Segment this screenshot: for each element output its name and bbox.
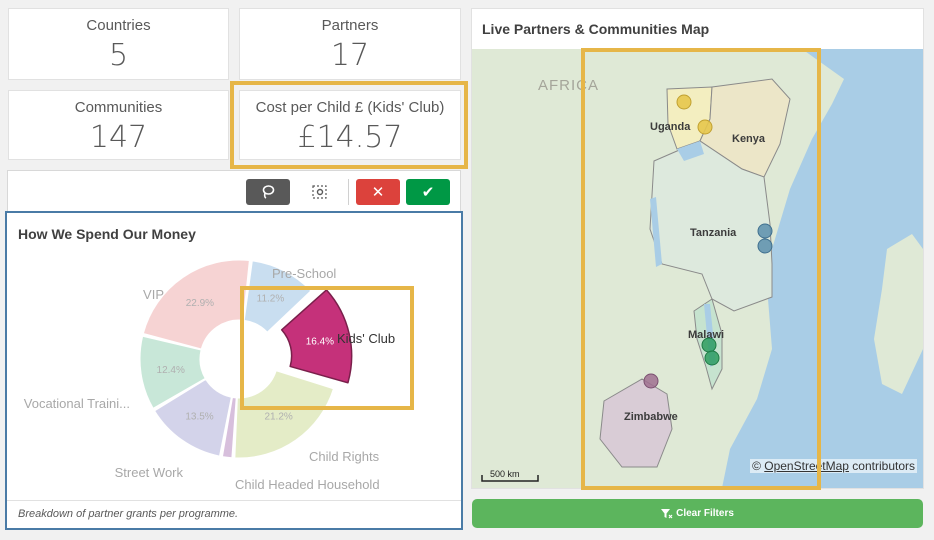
kpi-value: 147 bbox=[89, 120, 148, 155]
slice-value-label: 22.9% bbox=[186, 298, 214, 309]
madagascar-landmass bbox=[874, 234, 923, 394]
select-area-icon bbox=[312, 185, 327, 199]
country-label-tanzania: Tanzania bbox=[690, 227, 737, 239]
kpi-title: Partners bbox=[321, 17, 379, 34]
filter-clear-icon bbox=[661, 508, 673, 518]
lake-tanganyika bbox=[650, 197, 662, 267]
chart-footnote: Breakdown of partner grants per programm… bbox=[7, 500, 461, 528]
slice-category-label: Street Work bbox=[115, 465, 184, 480]
pie-slice[interactable] bbox=[154, 378, 232, 457]
kpi-communities[interactable]: Communities 147 bbox=[8, 90, 229, 160]
map-point-malawi[interactable] bbox=[704, 350, 720, 366]
attribution-suffix: contributors bbox=[848, 459, 915, 473]
confirm-selection-button[interactable]: ✔ bbox=[406, 179, 450, 205]
slice-category-label: Child Rights bbox=[309, 449, 380, 464]
country-label-malawi: Malawi bbox=[688, 329, 725, 341]
clear-filters-button[interactable]: Clear Filters bbox=[472, 499, 923, 528]
slice-value-label: 16.4% bbox=[306, 336, 334, 347]
map-attribution: © OpenStreetMap contributors bbox=[750, 459, 917, 473]
pie-slice[interactable] bbox=[234, 370, 334, 459]
kpi-value: 17 bbox=[330, 38, 370, 73]
slice-value-label: 13.5% bbox=[185, 412, 213, 423]
kpi-title: Countries bbox=[86, 17, 151, 34]
pie-slice[interactable] bbox=[142, 259, 250, 350]
country-label-kenya: Kenya bbox=[732, 133, 766, 145]
map-panel: Live Partners & Communities Map AFRICA U… bbox=[471, 8, 924, 489]
country-label-zimbabwe: Zimbabwe bbox=[624, 411, 678, 423]
clear-filters-label: Clear Filters bbox=[676, 508, 734, 519]
slice-value-label: 21.2% bbox=[264, 411, 292, 422]
lake-victoria bbox=[677, 141, 704, 161]
kpi-value: 5 bbox=[108, 38, 129, 73]
slice-value-label: 12.4% bbox=[157, 365, 185, 376]
check-icon: ✔ bbox=[421, 184, 435, 201]
donut-chart: 11.2% Pre-School 16.4% Kids' Club 21.2% Child… bbox=[24, 259, 395, 492]
kpi-partners[interactable]: Partners 17 bbox=[239, 8, 461, 80]
indian-ocean bbox=[722, 49, 923, 488]
selection-toolbar: ✕ ✔ bbox=[7, 170, 461, 211]
lasso-button[interactable] bbox=[246, 179, 290, 205]
scale-bar-line bbox=[481, 475, 539, 482]
kpi-title: Communities bbox=[74, 99, 163, 116]
openstreetmap-link[interactable]: OpenStreetMap bbox=[764, 459, 849, 473]
map-title: Live Partners & Communities Map bbox=[482, 21, 710, 37]
map-canvas[interactable]: AFRICA Uganda Kenya Tanzania Malawi Zimb… bbox=[472, 49, 923, 488]
chart-title: How We Spend Our Money bbox=[18, 226, 196, 242]
pie-slice[interactable] bbox=[139, 335, 206, 409]
scale-label: 500 km bbox=[490, 469, 520, 479]
pie-slice[interactable] bbox=[280, 289, 353, 384]
map-point-tanzania[interactable] bbox=[757, 238, 773, 254]
map-point-malawi[interactable] bbox=[701, 337, 717, 353]
slice-category-label: Kids' Club bbox=[337, 331, 395, 346]
map-background bbox=[481, 49, 923, 488]
map-point-uganda[interactable] bbox=[697, 119, 713, 135]
slice-category-label: Child Headed Household bbox=[235, 477, 380, 492]
map-point-zimbabwe[interactable] bbox=[643, 373, 659, 389]
map-point-uganda[interactable] bbox=[676, 94, 692, 110]
slice-category-label: Vocational Traini... bbox=[24, 396, 130, 411]
slice-value-label: 11.2% bbox=[257, 294, 285, 305]
cancel-selection-button[interactable]: ✕ bbox=[356, 179, 400, 205]
close-icon: ✕ bbox=[371, 184, 385, 201]
kpi-countries[interactable]: Countries 5 bbox=[8, 8, 229, 80]
pie-slice[interactable] bbox=[243, 260, 312, 333]
kpi-value: £14.57 bbox=[297, 120, 403, 155]
spend-chart-panel: How We Spend Our Money 11.2% Pre-School 16… bbox=[5, 211, 463, 530]
select-area-button[interactable] bbox=[305, 179, 335, 205]
slice-category-label: Pre-School bbox=[272, 266, 336, 281]
toolbar-divider bbox=[348, 179, 349, 205]
map-point-tanzania[interactable] bbox=[757, 223, 773, 239]
lasso-icon bbox=[262, 185, 275, 199]
country-label-uganda: Uganda bbox=[650, 121, 691, 133]
kpi-title: Cost per Child £ (Kids' Club) bbox=[255, 99, 445, 116]
map-points-layer bbox=[643, 94, 773, 389]
attribution-prefix: © bbox=[752, 459, 765, 473]
slice-category-label: VIP bbox=[143, 287, 164, 302]
pie-slice[interactable] bbox=[221, 396, 237, 459]
kpi-cost-per-child[interactable]: Cost per Child £ (Kids' Club) £14.57 bbox=[239, 90, 461, 160]
